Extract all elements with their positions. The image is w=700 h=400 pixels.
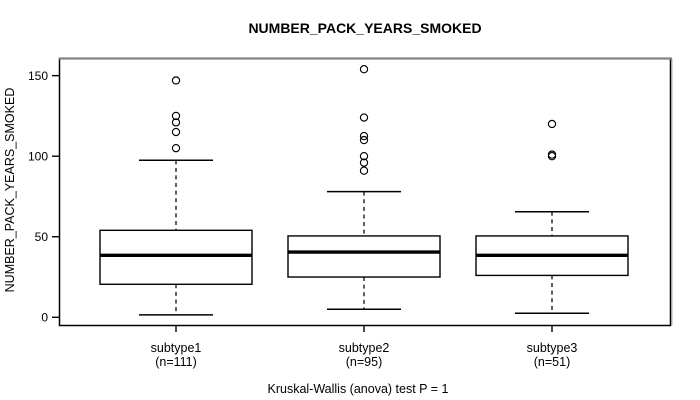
x-axis: subtype1(n=111) subtype2(n=95) subtype3(n=… xyxy=(151,325,578,369)
box-series xyxy=(99,65,629,316)
chart-title: NUMBER_PACK_YEARS_SMOKED xyxy=(248,20,481,36)
outlier-point xyxy=(359,113,369,122)
boxplot-group xyxy=(475,119,629,315)
group-count-label: (n=51) xyxy=(534,355,570,369)
group-count-label: (n=95) xyxy=(346,355,382,369)
y-tick-label: 150 xyxy=(28,69,48,83)
stat-test-caption: Kruskal-Wallis (anova) test P = 1 xyxy=(268,382,449,396)
y-axis-title: NUMBER_PACK_YEARS_SMOKED xyxy=(3,88,17,293)
outlier-point xyxy=(171,127,181,137)
group-label: subtype3 xyxy=(527,341,578,355)
outlier-point xyxy=(547,119,557,129)
outlier-point xyxy=(171,143,181,153)
outlier-point xyxy=(547,150,557,159)
outlier-point xyxy=(171,118,181,127)
outlier-point xyxy=(359,135,369,145)
group-label: subtype2 xyxy=(339,341,390,355)
y-tick-label: 100 xyxy=(28,150,48,164)
boxplot-group xyxy=(287,65,441,310)
y-axis: 0 50 100 150 xyxy=(28,69,60,325)
iqr-box xyxy=(287,235,441,278)
plot-frame xyxy=(58,57,673,327)
outlier-point xyxy=(359,166,369,175)
boxplot-group xyxy=(99,76,253,316)
outlier-point xyxy=(171,76,181,85)
y-tick-label: 0 xyxy=(41,311,48,325)
iqr-box xyxy=(99,229,253,285)
outlier-point xyxy=(359,158,369,167)
outlier-point xyxy=(171,111,181,121)
y-tick-label: 50 xyxy=(35,230,49,244)
outlier-point xyxy=(359,131,369,141)
outlier-point xyxy=(359,65,369,74)
group-label: subtype1 xyxy=(151,341,202,355)
outlier-point xyxy=(359,152,369,161)
group-count-label: (n=111) xyxy=(155,355,197,369)
